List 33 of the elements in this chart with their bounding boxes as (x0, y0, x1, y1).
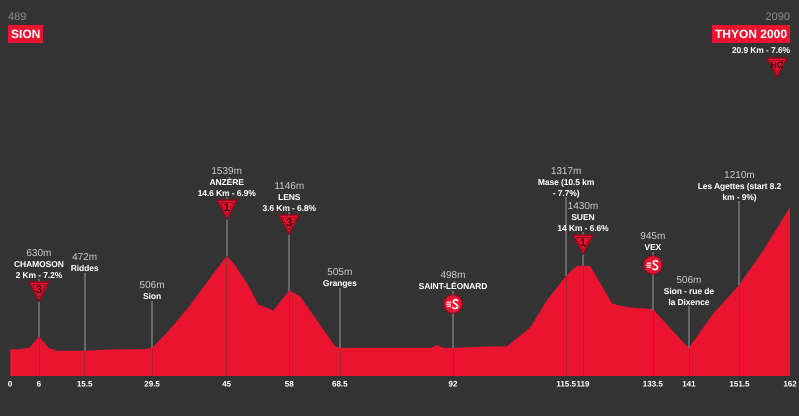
text: HC (770, 59, 784, 71)
annotation: 3 (285, 216, 294, 228)
annotation: 1430m SUEN 14 Km - 6.6% (557, 201, 609, 233)
x-tick-label: 151.5 (729, 380, 750, 388)
annotation: 505m Granges (322, 267, 357, 288)
annotation: 498m SAINT-LÉONARD (418, 270, 488, 292)
x-tick-label: 68.5 (332, 380, 348, 388)
annotation: 1 (222, 202, 231, 214)
annotation: 1 (578, 236, 588, 248)
annotation: 506m Sion - rue de la Dixence (662, 275, 715, 307)
x-tick-label: 58 (284, 380, 294, 388)
x-tick-label: 162 (783, 380, 798, 388)
annotation: 1210m Les Agettes (start 8.2 km - 9%) (696, 170, 782, 202)
annotation: 1539m ANZÈRE 14.6 Km - 6.9% (198, 166, 256, 198)
x-tick-label: 45 (222, 380, 232, 388)
x-tick-label: 141 (682, 380, 696, 388)
x-tick-label: 6 (36, 380, 42, 388)
text: 489 SION (8, 11, 42, 43)
annotation: 1146m LENS 3.6 Km - 6.8% (262, 181, 316, 213)
text: 2090 THYON 2000 20.9 Km - 7.6% (714, 11, 790, 56)
annotation: 472m Riddes (70, 252, 98, 274)
x-tick-label: 15.5 (76, 380, 93, 388)
x-tick-label: 115.5 (556, 380, 576, 388)
x-tick-label: 29.5 (144, 380, 160, 388)
annotation: 3 (34, 284, 43, 296)
annotation: 1317m Mase (10.5 km - 7.7%) (536, 166, 596, 198)
annotation: 506m Sion (140, 280, 165, 302)
x-tick-label: 119 (576, 380, 590, 388)
annotation: 630m CHAMOSON 2 Km - 7.2% (14, 248, 64, 280)
x-tick-label: 92 (448, 380, 458, 388)
x-tick-label: 133.5 (642, 380, 664, 388)
x-tick-label: 0 (8, 380, 13, 388)
annotation: 945m VEX (640, 231, 666, 252)
